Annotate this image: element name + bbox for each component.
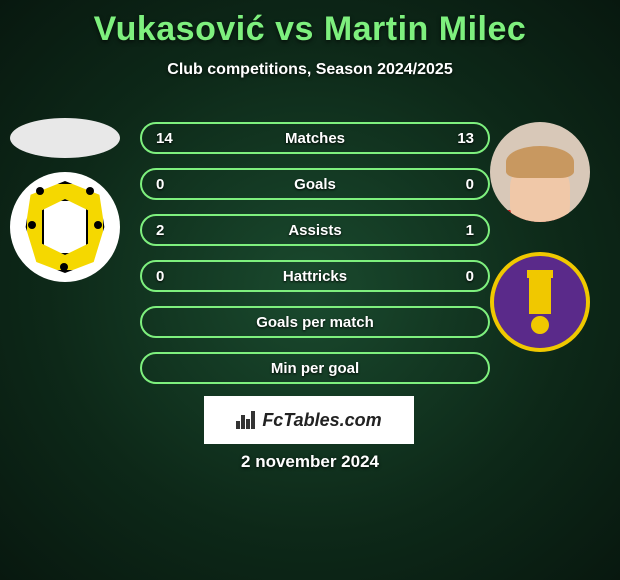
stat-row-assists: 2 Assists 1 <box>140 214 490 246</box>
stat-right-value: 0 <box>454 176 474 193</box>
stat-row-goals-per-match: Goals per match <box>140 306 490 338</box>
page-title: Vukasović vs Martin Milec <box>0 0 620 49</box>
stat-row-goals: 0 Goals 0 <box>140 168 490 200</box>
subtitle: Club competitions, Season 2024/2025 <box>0 61 620 79</box>
player-right-club-crest <box>490 252 590 352</box>
stat-label: Hattricks <box>283 268 347 285</box>
stat-label: Matches <box>285 130 345 147</box>
stat-right-value: 13 <box>454 130 474 147</box>
stats-container: 14 Matches 13 0 Goals 0 2 Assists 1 0 Ha… <box>140 122 490 398</box>
radomlje-crest-icon <box>24 181 106 273</box>
player-right-avatar <box>490 122 590 222</box>
stat-label: Goals per match <box>256 314 374 331</box>
stat-left-value: 2 <box>156 222 176 239</box>
stat-row-min-per-goal: Min per goal <box>140 352 490 384</box>
stat-left-value: 0 <box>156 176 176 193</box>
stat-label: Assists <box>288 222 341 239</box>
stat-left-value: 0 <box>156 268 176 285</box>
stat-right-value: 0 <box>454 268 474 285</box>
fctables-branding-link[interactable]: FcTables.com <box>204 396 414 444</box>
bar-chart-icon <box>236 411 258 429</box>
comparison-date: 2 november 2024 <box>0 452 620 472</box>
stat-label: Goals <box>294 176 336 193</box>
stat-row-matches: 14 Matches 13 <box>140 122 490 154</box>
stat-row-hattricks: 0 Hattricks 0 <box>140 260 490 292</box>
stat-label: Min per goal <box>271 360 359 377</box>
maribor-crest-icon <box>511 270 569 334</box>
stat-right-value: 1 <box>454 222 474 239</box>
player-left-club-crest <box>10 172 120 282</box>
player-left-avatar <box>10 118 120 158</box>
branding-label: FcTables.com <box>262 410 381 431</box>
stat-left-value: 14 <box>156 130 176 147</box>
